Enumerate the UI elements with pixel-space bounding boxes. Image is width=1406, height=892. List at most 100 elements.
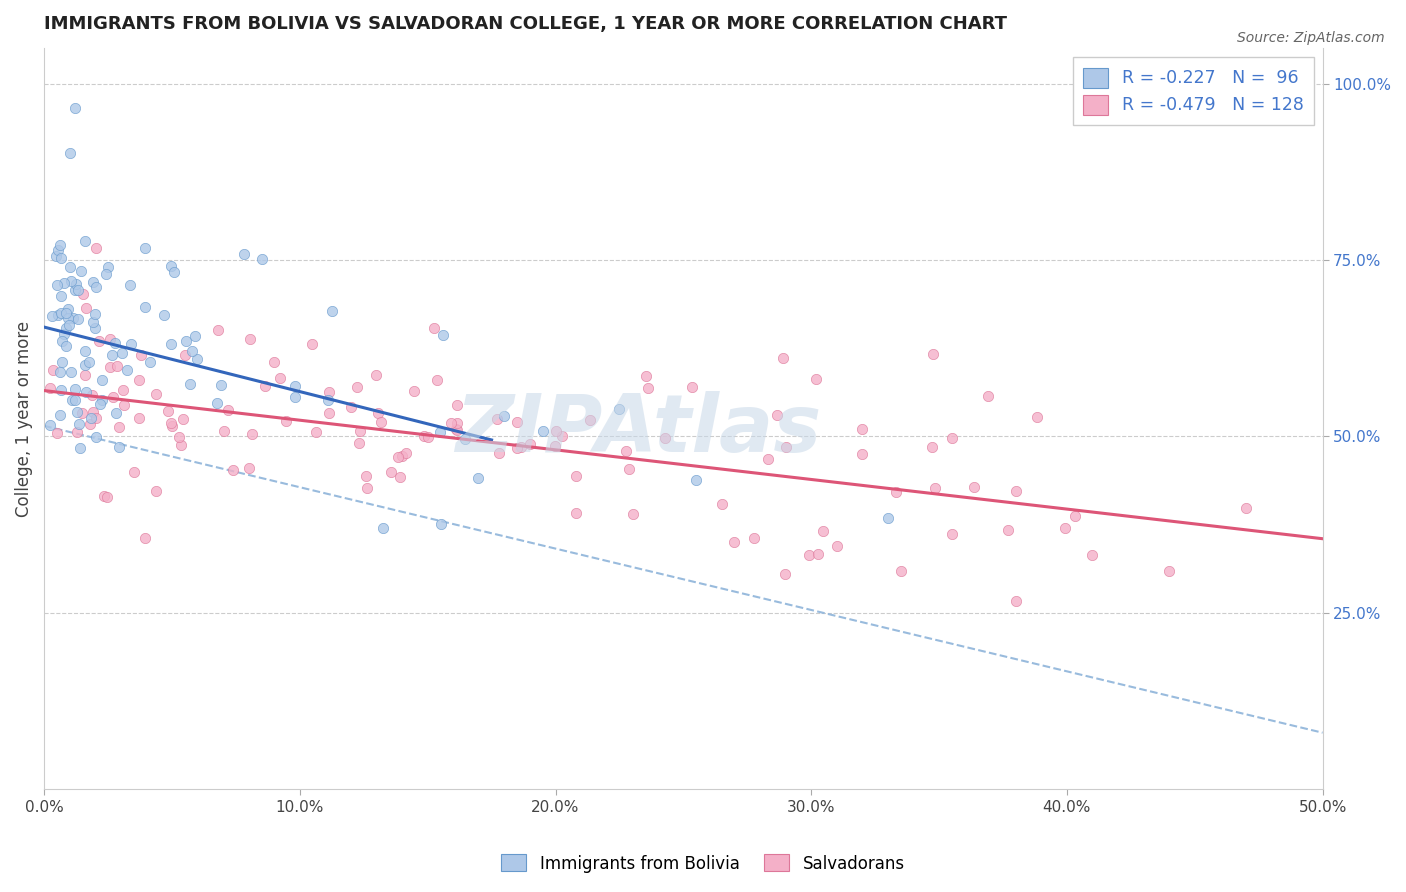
Point [263, 355, 285, 369]
Point [877, 510, 900, 524]
Point [104, 336, 127, 351]
Point [316, 392, 339, 407]
Point [467, 471, 489, 485]
Point [387, 450, 409, 465]
Point [62, 311, 84, 326]
Point [145, 484, 167, 499]
Point [806, 372, 828, 386]
Point [636, 368, 658, 383]
Point [340, 401, 363, 415]
Point [128, 410, 150, 425]
Point [129, 348, 152, 362]
Point [162, 265, 184, 279]
Point [80, 388, 103, 402]
Point [807, 547, 830, 561]
Point [98, 332, 121, 346]
Point [1159, 564, 1181, 578]
Point [209, 377, 232, 392]
Point [811, 524, 834, 539]
Point [269, 370, 291, 384]
Point [134, 301, 156, 315]
Point [505, 441, 527, 455]
Point [444, 422, 467, 436]
Point [66, 425, 89, 439]
Point [364, 368, 387, 382]
Point [86, 429, 108, 443]
Point [373, 520, 395, 534]
Point [59, 274, 82, 288]
Point [75, 385, 97, 400]
Point [284, 379, 307, 393]
Point [55, 306, 77, 320]
Point [354, 468, 377, 483]
Point [70, 264, 93, 278]
Point [349, 424, 371, 438]
Point [429, 517, 451, 532]
Point [240, 426, 263, 441]
Point [46, 277, 69, 292]
Point [75, 343, 97, 358]
Point [51, 334, 73, 348]
Point [432, 327, 454, 342]
Point [346, 379, 368, 393]
Point [108, 419, 131, 434]
Point [65, 283, 87, 297]
Point [711, 497, 734, 511]
Point [87, 334, 110, 349]
Point [79, 417, 101, 431]
Point [173, 348, 195, 362]
Y-axis label: College, 1 year or more: College, 1 year or more [15, 321, 32, 516]
Point [485, 412, 508, 426]
Point [884, 484, 907, 499]
Point [506, 415, 529, 429]
Point [77, 355, 100, 369]
Point [160, 259, 183, 273]
Point [347, 436, 370, 450]
Point [621, 507, 644, 521]
Point [66, 311, 89, 326]
Point [172, 412, 194, 426]
Point [51, 355, 73, 369]
Point [48, 408, 70, 422]
Point [67, 417, 90, 432]
Point [851, 447, 873, 461]
Point [609, 402, 631, 417]
Point [138, 355, 160, 369]
Point [82, 315, 104, 329]
Point [617, 462, 640, 476]
Text: IMMIGRANTS FROM BOLIVIA VS SALVADORAN COLLEGE, 1 YEAR OR MORE CORRELATION CHART: IMMIGRANTS FROM BOLIVIA VS SALVADORAN CO… [44, 15, 1007, 33]
Point [402, 384, 425, 398]
Point [321, 304, 343, 318]
Point [84, 241, 107, 255]
Point [997, 524, 1019, 538]
Point [80, 411, 103, 425]
Point [637, 381, 659, 395]
Text: Source: ZipAtlas.com: Source: ZipAtlas.com [1237, 31, 1385, 45]
Point [122, 466, 145, 480]
Point [65, 405, 87, 419]
Point [59, 260, 82, 274]
Point [111, 345, 134, 359]
Point [775, 440, 797, 454]
Point [565, 469, 588, 483]
Point [42, 363, 65, 377]
Point [519, 437, 541, 451]
Point [756, 452, 779, 467]
Point [58, 318, 80, 333]
Point [217, 403, 239, 417]
Point [93, 489, 115, 503]
Point [73, 235, 96, 249]
Point [253, 379, 276, 393]
Point [851, 422, 873, 436]
Point [169, 430, 191, 444]
Point [772, 351, 794, 365]
Point [90, 393, 112, 408]
Point [38, 418, 60, 433]
Point [941, 527, 963, 541]
Point [284, 390, 307, 404]
Point [492, 409, 515, 423]
Point [212, 425, 235, 439]
Point [446, 398, 468, 412]
Point [69, 441, 91, 455]
Point [46, 425, 69, 440]
